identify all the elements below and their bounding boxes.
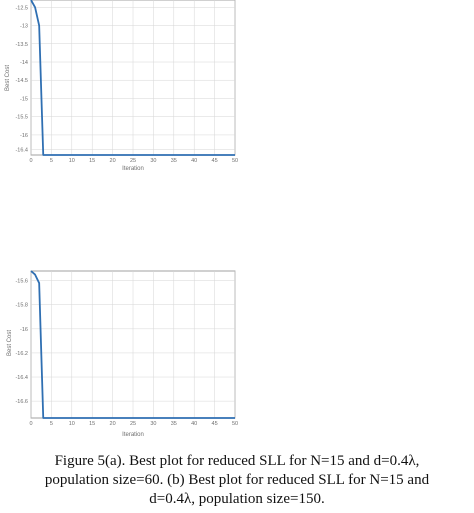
chart-b-y-tick-label: -16 xyxy=(20,327,28,333)
chart-b-x-tick-label: 20 xyxy=(110,421,116,427)
chart-a-y-tick-label: -12.5 xyxy=(15,5,28,11)
chart-b-x-tick-label: 50 xyxy=(232,421,238,427)
chart-b-xlabel: Iteration xyxy=(122,432,144,438)
chart-a-y-tick-label: -15.5 xyxy=(15,115,28,121)
chart-a-grid xyxy=(30,0,236,156)
chart-a-x-tick-label: 45 xyxy=(212,158,218,164)
chart-a-xlabel: Iteration xyxy=(122,166,144,172)
chart-b-y-tick-label: -15.8 xyxy=(15,303,28,309)
chart-b-y-tick-label: -16.6 xyxy=(15,399,28,405)
chart-a-xticks: 0 5 10 15 20 25 30 35 40 45 50 xyxy=(29,158,238,164)
chart-a-x-tick-label: 20 xyxy=(110,158,116,164)
chart-b-xticks: 0 5 10 15 20 25 30 35 40 45 50 xyxy=(29,421,238,427)
chart-b-line-layer xyxy=(30,270,235,419)
chart-a-ylabel: Best Cost xyxy=(5,65,11,91)
chart-b-y-tick-label: -15.6 xyxy=(15,279,28,285)
chart-b-x-tick-label: 45 xyxy=(212,421,218,427)
chart-b-x-tick-label: 10 xyxy=(69,421,75,427)
chart-a-y-tick-label: -16.4 xyxy=(15,148,28,154)
chart-b: 0 5 10 15 20 25 30 35 40 45 50 -15.6-15.8-16-16.2-… xyxy=(7,270,238,438)
chart-b-x-tick-label: 25 xyxy=(130,421,136,427)
chart-a-x-tick-label: 0 xyxy=(29,158,32,164)
chart-a-series-line xyxy=(30,0,235,156)
figure-caption: Figure 5(a). Best plot for reduced SLL f… xyxy=(0,452,474,509)
chart-a-x-tick-label: 15 xyxy=(89,158,95,164)
chart-a-x-tick-label: 50 xyxy=(232,158,238,164)
chart-a-yticks: -12.5 -13 -13.5 -14 -14.5 -15 -15.5 -16 -16.4 xyxy=(15,5,28,153)
chart-a-y-tick-label: -13.5 xyxy=(15,42,28,48)
chart-a-x-tick-label: 5 xyxy=(50,158,53,164)
chart-a-y-tick-label: -13 xyxy=(20,24,28,30)
chart-b-y-tick-label: -16.4 xyxy=(15,375,28,381)
chart-b-x-tick-label: 40 xyxy=(191,421,197,427)
chart-b-x-tick-label: 35 xyxy=(171,421,177,427)
chart-a-line-layer xyxy=(30,0,235,156)
chart-b-y-tick-label: -16.2 xyxy=(15,351,28,357)
chart-a: 0 5 10 15 20 25 30 35 40 45 50 -12.5 -13 -13.5 -14 -14… xyxy=(5,0,238,172)
chart-a-y-tick-label: -15 xyxy=(20,96,28,102)
chart-b-x-tick-label: 0 xyxy=(29,421,32,427)
caption-line-3: d=0.4λ, population size=150. xyxy=(149,491,325,507)
chart-a-x-tick-label: 25 xyxy=(130,158,136,164)
caption-line-2: population size=60. (b) Best plot for re… xyxy=(44,472,430,488)
caption-line-1: Figure 5(a). Best plot for reduced SLL f… xyxy=(54,453,420,469)
chart-b-yticks: -15.6 -15.8 -16 -16.2 -16.4 -16.6 xyxy=(15,279,28,405)
chart-b-x-tick-label: 30 xyxy=(150,421,156,427)
chart-a-x-tick-label: 30 xyxy=(150,158,156,164)
chart-b-x-tick-label: 5 xyxy=(50,421,53,427)
chart-b-series-line xyxy=(30,270,235,419)
chart-a-x-tick-label: 35 xyxy=(171,158,177,164)
chart-b-grid xyxy=(30,270,236,419)
chart-b-x-tick-label: 15 xyxy=(89,421,95,427)
chart-a-x-tick-label: 10 xyxy=(69,158,75,164)
chart-b-ylabel: Best Cost xyxy=(7,330,13,356)
chart-a-x-tick-label: 40 xyxy=(191,158,197,164)
chart-a-y-tick-label: -14 xyxy=(20,60,28,66)
chart-a-y-tick-label: -16 xyxy=(20,133,28,139)
chart-a-y-tick-label: -14.5 xyxy=(15,78,28,84)
